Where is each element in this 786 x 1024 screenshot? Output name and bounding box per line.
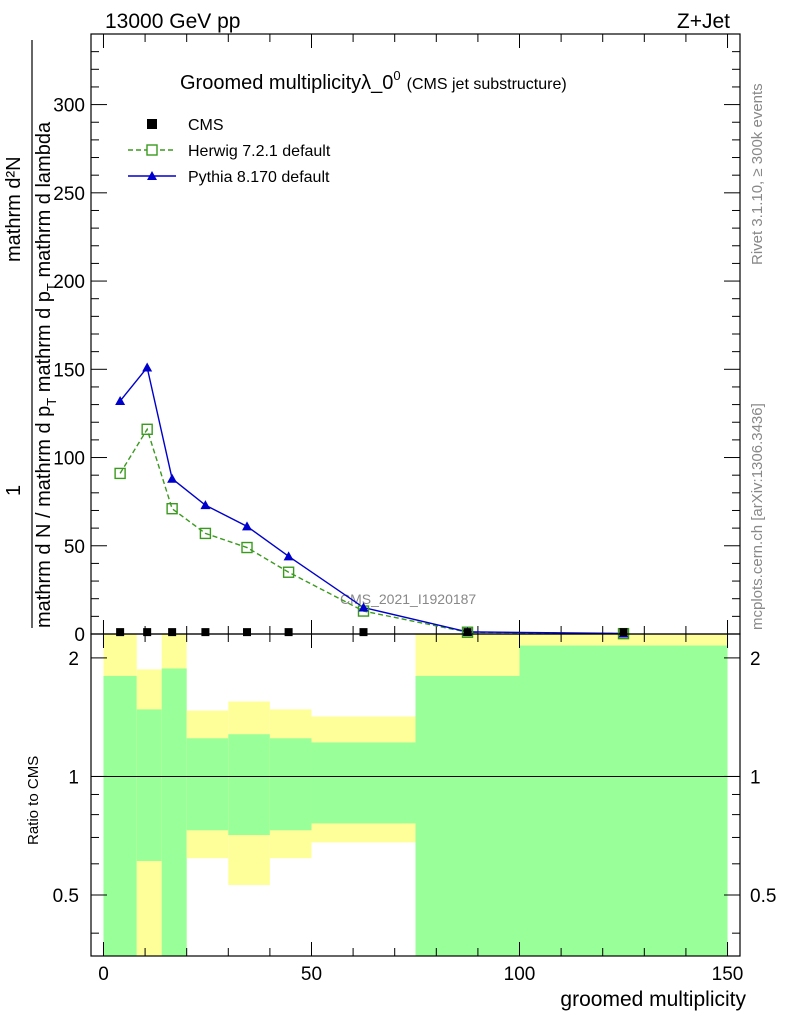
cms-point [201,628,210,637]
main-ytick-label: 200 [53,272,85,293]
legend-label: Herwig 7.2.1 default [188,143,331,160]
ratio-band-green-1 [136,709,162,861]
ratio-ytick-label-right: 1 [750,767,761,788]
main-ytick-label: 0 [74,625,85,646]
legend-marker-pythia [147,171,157,180]
ratio-band-green-5 [269,738,312,831]
main-ylabel: 1 mathrm d²N mathrm d N / mathrm d pT ma… [3,40,59,628]
pythia-point [200,500,211,510]
main-title: Groomed multiplicityλ_00(CMS jet substru… [180,68,567,94]
ratio-xtick-label: 100 [504,964,536,985]
ratio-xtick-label: 50 [301,964,322,985]
ratio-ytick-label-left: 2 [68,649,79,670]
ratio-ytick-label-left: 0.5 [53,886,79,907]
ratio-frame [90,633,741,957]
pythia-point [115,396,126,406]
header-right: Z+Jet [677,10,730,33]
cms-point [143,628,152,637]
mcplots-label: mcplots.cern.ch [arXiv:1306.3436] [749,403,766,630]
pythia-point [283,551,294,561]
ratio-band-green-8 [519,645,728,956]
ratio-xtick-label: 0 [98,964,109,985]
pythia-point [242,521,253,531]
ratio-bands [103,634,728,956]
cms-point [284,628,293,637]
herwig-point [241,541,253,554]
ratio-band-green-4 [228,734,270,836]
ratio-band-green-2 [161,668,187,956]
svg-text:1: 1 [3,485,25,496]
legend: CMS Herwig 7.2.1 default Pythia 8.170 defa… [128,117,331,186]
legend-label: CMS [188,117,224,134]
herwig-point [199,527,212,540]
ratio-band-green-0 [103,675,137,956]
pythia-point [167,473,178,483]
cms-point [619,628,628,637]
herwig-point [282,566,295,578]
ratio-ylabel: Ratio to CMS [25,756,42,845]
svg-text:mathrm d N / mathrm d pT mathr: mathrm d N / mathrm d pT mathrm d pT mat… [33,121,59,628]
pythia-point [142,362,153,372]
main-ytick-label: 100 [53,449,85,470]
cms-point [463,628,472,637]
ratio-ytick-label-right: 0.5 [750,886,776,907]
legend-marker-cms [147,119,157,129]
main-ytick-label: 250 [53,184,85,205]
cms-point [243,628,252,637]
header-left: 13000 GeV pp [105,10,240,33]
herwig-point [166,503,178,515]
ratio-ytick-label-left: 1 [68,767,79,788]
herwig-point [114,467,126,480]
legend-marker-herwig [146,144,158,156]
herwig-point [141,423,153,435]
main-ytick-label: 150 [53,360,85,381]
rivet-label: Rivet 3.1.10, ≥ 300k events [749,83,766,265]
herwig-line [119,427,624,635]
ratio-band-green-6 [311,742,416,824]
analysis-watermark: CMS_2021_I1920187 [340,591,476,607]
ratio-band-green-7 [415,675,520,956]
cms-point [116,628,125,637]
cms-point [359,628,368,637]
ratio-xtick-label: 150 [712,964,744,985]
ratio-plot: 0 50 100 150 0.5 0.5 1 1 2 2 [53,633,776,985]
legend-label: Pythia 8.170 default [188,169,330,186]
main-ytick-label: 50 [64,537,85,558]
main-ytick-label: 300 [53,96,85,117]
svg-text:mathrm d²N: mathrm d²N [3,156,25,262]
cms-point [168,628,177,637]
ratio-band-green-3 [186,738,229,831]
ratio-xlabel: groomed multiplicity [560,988,746,1011]
ratio-ytick-label-right: 2 [750,649,761,670]
pythia-point [358,602,369,612]
main-plot: 0 50 100 150 200 250 300 [53,33,741,646]
